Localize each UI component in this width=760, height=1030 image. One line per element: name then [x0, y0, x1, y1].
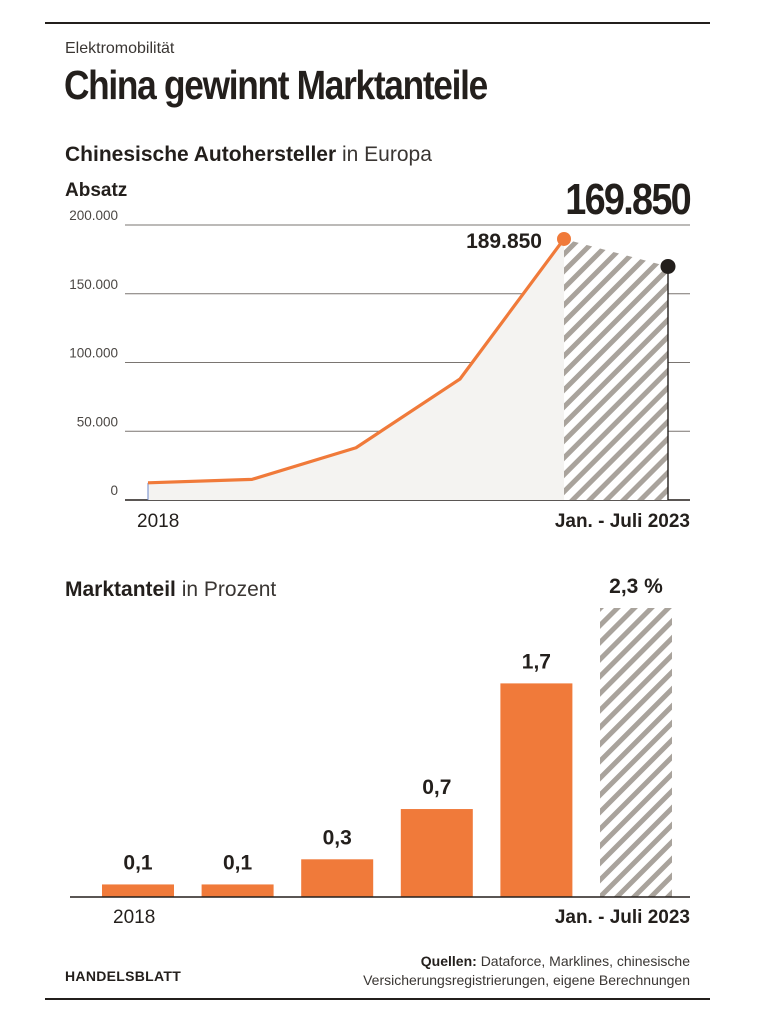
projection-hatched-area: [564, 238, 668, 501]
bar-value-label: 2,3 %: [609, 575, 663, 598]
peak-point: [557, 231, 571, 246]
chart1-ylabel: Absatz: [65, 180, 127, 202]
chart1-heading: Chinesische Autohersteller in Europa: [65, 143, 432, 167]
x-label-start: 2018: [113, 907, 155, 928]
source-line1: Dataforce, Marklines, chinesische: [480, 953, 690, 969]
bar: [400, 809, 473, 897]
x-label-end: Jan. - Juli 2023: [555, 511, 690, 532]
chart1-heading-rest: in Europa: [341, 143, 432, 166]
brand-logo: HANDELSBLATT: [65, 968, 182, 984]
sales-line-chart: 0 50.000 100.000 150.000 200.000 189.850 169.…: [69, 174, 692, 532]
chart2-heading-rest: in Prozent: [181, 578, 277, 601]
bar: [301, 859, 374, 897]
bar: [102, 884, 174, 897]
source-line2: Versicherungsregistrierungen, eigene Ber…: [363, 972, 690, 988]
x-label-start: 2018: [137, 511, 179, 532]
bar-value-label: 0,3: [323, 826, 352, 849]
bar-value-label: 0,1: [123, 851, 153, 874]
page-title: China gewinnt Marktanteile: [64, 62, 488, 108]
projection-value-label: 169.850: [565, 174, 691, 223]
y-tick-label: 150.000: [69, 277, 118, 292]
chart1-ylabel-text: Absatz: [65, 180, 128, 201]
source-label: Quellen:: [420, 953, 477, 969]
bar-projection: [600, 608, 672, 897]
chart2-heading: Marktanteil in Prozent: [65, 578, 276, 602]
bar-value-label: 0,7: [422, 776, 451, 799]
projection-point: [660, 258, 676, 274]
line-area-fill: [148, 238, 564, 501]
y-tick-label: 0: [110, 483, 118, 498]
peak-value-label: 189.850: [466, 230, 542, 253]
source-note: Quellen: Dataforce, Marklines, chinesisc…: [270, 952, 690, 990]
chart2-heading-bold: Marktanteil: [65, 578, 176, 601]
bottom-rule: [45, 998, 710, 1000]
top-rule: [45, 22, 710, 24]
y-tick-label: 50.000: [77, 414, 118, 429]
bar: [500, 683, 573, 897]
kicker: Elektromobilität: [65, 40, 175, 57]
bar-value-label: 1,7: [522, 650, 551, 673]
y-tick-label: 100.000: [69, 346, 118, 361]
bar: [201, 884, 274, 897]
x-label-end: Jan. - Juli 2023: [555, 907, 690, 928]
y-tick-label: 200.000: [69, 208, 118, 223]
chart1-heading-bold: Chinesische Autohersteller: [65, 143, 337, 166]
bar-value-label: 0,1: [223, 851, 253, 874]
sales-series-line: [147, 238, 566, 485]
